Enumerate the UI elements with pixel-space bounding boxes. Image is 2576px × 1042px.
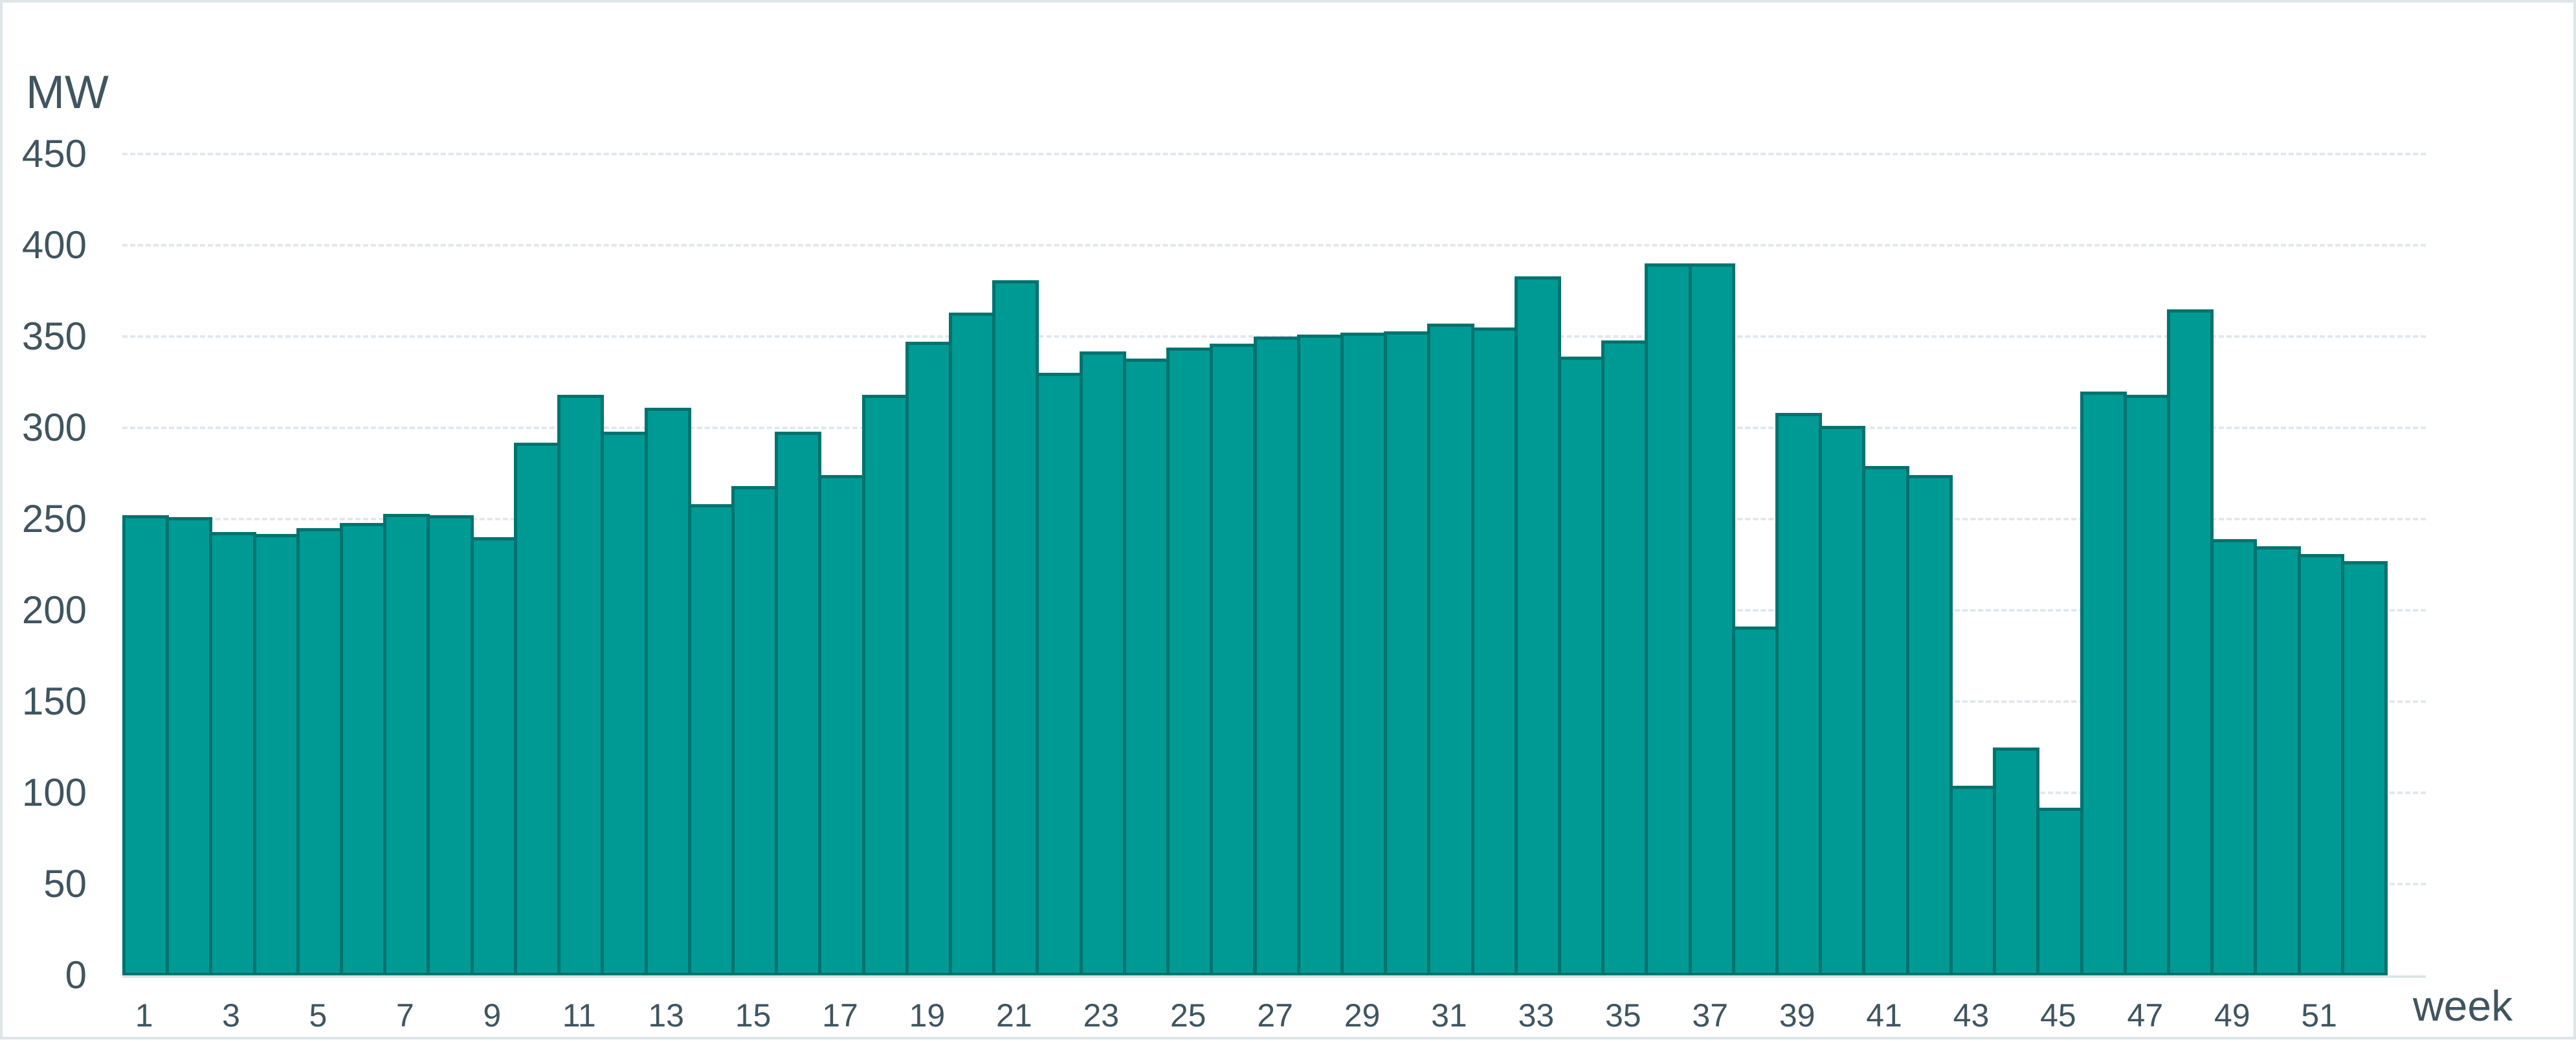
x-tick-label: 13 (648, 997, 684, 1034)
bar-week-17 (818, 475, 865, 975)
bar-week-47 (2123, 395, 2170, 975)
bar-week-37 (1688, 263, 1735, 975)
bar-week-29 (1340, 333, 1388, 975)
bar-week-21 (992, 280, 1039, 975)
y-axis-ticks: 0 50 100 150 200 250 300 350 400 450 (3, 3, 87, 1042)
y-tick-label: 100 (21, 771, 87, 814)
y-tick-label: 250 (21, 497, 87, 540)
x-tick-label: 39 (1779, 997, 1815, 1034)
bar-week-19 (905, 342, 952, 975)
x-tick-label: 9 (483, 997, 502, 1034)
x-tick-label: 33 (1518, 997, 1555, 1034)
bar-week-42 (1905, 475, 1953, 975)
x-tick-label: 37 (1692, 997, 1729, 1034)
bar-week-3 (209, 531, 256, 975)
bar-week-50 (2254, 546, 2301, 975)
x-tick-label: 1 (135, 997, 153, 1034)
bar-week-8 (427, 515, 474, 975)
y-axis-unit-label: MW (26, 67, 109, 118)
x-tick-label: 35 (1604, 997, 1641, 1034)
y-tick-label: 400 (21, 223, 87, 267)
bar-week-38 (1731, 626, 1779, 975)
bar-week-18 (861, 395, 909, 975)
bar-week-4 (252, 533, 300, 975)
bar-week-48 (2166, 309, 2214, 975)
bar-week-12 (601, 431, 648, 975)
bar-week-26 (1210, 344, 1257, 975)
x-tick-label: 23 (1083, 997, 1120, 1034)
bar-week-34 (1557, 357, 1605, 975)
bar-week-23 (1079, 351, 1126, 975)
bar-week-2 (166, 517, 213, 975)
y-tick-label: 200 (21, 588, 87, 632)
x-axis-unit-label: week (2413, 982, 2513, 1030)
y-tick-label: 150 (21, 680, 87, 723)
gridline (122, 153, 2426, 155)
x-tick-label: 7 (395, 997, 414, 1034)
bar-week-15 (731, 486, 779, 975)
x-tick-label: 27 (1257, 997, 1293, 1034)
bar-week-49 (2210, 539, 2258, 975)
x-tick-label: 45 (2040, 997, 2076, 1034)
bar-week-13 (644, 407, 691, 975)
bar-week-36 (1645, 263, 1692, 975)
bar-week-9 (470, 537, 517, 975)
x-tick-label: 31 (1431, 997, 1467, 1034)
y-tick-label: 0 (65, 953, 87, 997)
y-tick-label: 50 (43, 862, 87, 905)
bar-week-7 (383, 513, 430, 975)
bar-week-44 (1993, 747, 2040, 975)
x-tick-label: 11 (562, 997, 596, 1034)
bar-week-28 (1296, 335, 1344, 975)
bar-week-14 (687, 504, 735, 975)
bar-week-35 (1601, 340, 1649, 975)
bar-series (122, 3, 2388, 975)
x-tick-label: 17 (822, 997, 858, 1034)
bar-week-31 (1427, 324, 1474, 975)
bar-week-20 (949, 313, 996, 975)
bar-week-32 (1471, 327, 1518, 975)
x-tick-label: 51 (2301, 997, 2337, 1034)
y-tick-label: 350 (21, 315, 87, 358)
x-tick-label: 29 (1344, 997, 1381, 1034)
bar-week-41 (1862, 466, 1909, 975)
x-tick-label: 5 (309, 997, 328, 1034)
bar-week-43 (1949, 785, 1997, 975)
bar-week-40 (1819, 426, 1866, 975)
gridline (122, 244, 2426, 247)
x-tick-label: 3 (222, 997, 240, 1034)
bar-week-45 (2036, 807, 2083, 975)
x-tick-label: 15 (735, 997, 772, 1034)
bar-week-46 (2080, 391, 2127, 975)
bar-week-52 (2340, 560, 2388, 975)
bar-week-24 (1122, 358, 1170, 975)
x-tick-label: 43 (1953, 997, 1990, 1034)
x-tick-label: 25 (1170, 997, 1206, 1034)
y-tick-label: 300 (21, 406, 87, 449)
bar-week-10 (513, 442, 561, 975)
bar-week-30 (1384, 331, 1431, 975)
bar-week-39 (1775, 413, 1823, 975)
x-tick-label: 41 (1866, 997, 1902, 1034)
bar-week-33 (1514, 276, 1561, 975)
bar-week-27 (1253, 337, 1300, 975)
bar-week-5 (296, 528, 344, 975)
bar-week-51 (2297, 553, 2344, 975)
y-tick-label: 450 (21, 132, 87, 175)
x-axis-line (122, 975, 2426, 978)
x-tick-label: 47 (2127, 997, 2164, 1034)
bar-week-16 (775, 431, 822, 975)
bar-week-25 (1166, 347, 1214, 975)
x-tick-label: 49 (2214, 997, 2250, 1034)
bar-week-1 (122, 515, 170, 975)
x-tick-label: 21 (996, 997, 1032, 1034)
x-tick-label: 19 (909, 997, 946, 1034)
bar-week-22 (1036, 373, 1083, 975)
bar-week-6 (340, 522, 387, 975)
bar-week-11 (557, 395, 605, 975)
